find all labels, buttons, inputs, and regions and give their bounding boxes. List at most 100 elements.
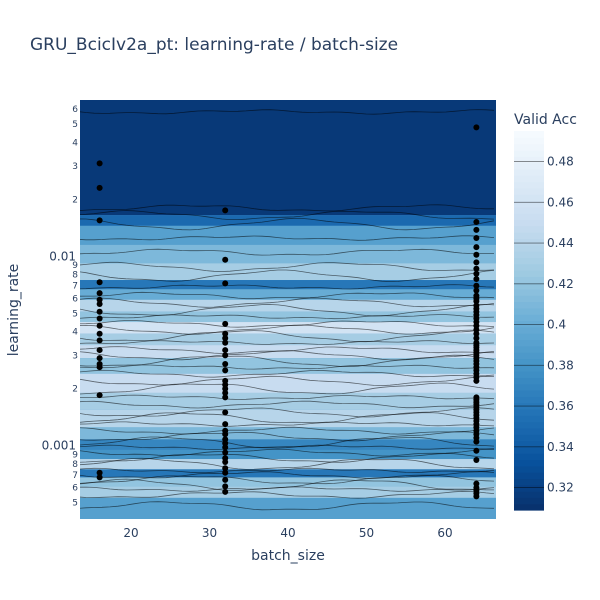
trial-point [473, 282, 480, 289]
trial-point [96, 279, 103, 286]
colorbar-segment [514, 377, 544, 385]
colorbar-segment [514, 200, 544, 208]
colorbar-segment [514, 465, 544, 473]
trial-point [473, 270, 480, 277]
trial-point [222, 449, 229, 456]
y-minor-tick-label: 4 [72, 138, 78, 148]
colorbar-segment [514, 194, 544, 202]
colorbar-segment [514, 434, 544, 442]
colorbar-segment [514, 263, 544, 271]
heatmap-band [80, 322, 496, 334]
y-minor-tick-label: 9 [72, 261, 78, 271]
heatmap-band [80, 100, 496, 216]
contour-line [80, 382, 495, 395]
y-minor-tick-label: 7 [72, 471, 78, 481]
colorbar-segment [514, 371, 544, 378]
trial-point [96, 322, 103, 329]
trial-point [96, 347, 103, 354]
x-tick-label: 40 [280, 526, 295, 540]
contour-line [80, 248, 494, 256]
trial-point [222, 431, 229, 438]
trial-point [473, 493, 480, 500]
trial-point [222, 330, 229, 337]
contour-line [80, 329, 495, 343]
heatmap-band [80, 215, 496, 226]
colorbar-segment [514, 345, 544, 353]
y-minor-tick-label: 4 [72, 328, 78, 338]
colorbar-segment [514, 396, 544, 404]
colorbar-segment [514, 295, 544, 303]
colorbar-segment [514, 491, 544, 498]
colorbar-tick-label: 0.46 [547, 195, 574, 209]
colorbar-tick-label: 0.42 [547, 277, 574, 291]
colorbar-tick-label: 0.36 [547, 399, 574, 413]
trial-point [222, 465, 229, 472]
trial-point [222, 320, 229, 327]
trial-point [473, 251, 480, 258]
trial-point [222, 409, 229, 416]
trial-point [222, 483, 229, 490]
trial-point [222, 459, 229, 466]
contour-line [80, 340, 495, 345]
trial-point [222, 339, 229, 346]
trial-point [96, 469, 103, 476]
trial-point [222, 367, 229, 374]
colorbar-segment [514, 244, 544, 252]
y-minor-tick-label: 7 [72, 282, 78, 292]
colorbar: Valid Acc 0.32 0.34 0.36 0.38 0.4 0.42 0.44 0.4… [514, 112, 577, 511]
colorbar-segment [514, 383, 544, 391]
heatmap-band [80, 486, 496, 498]
colorbar-segment [514, 478, 544, 486]
y-minor-tick-label: 9 [72, 450, 78, 460]
trial-point [473, 447, 480, 454]
x-tick-label: 20 [123, 526, 138, 540]
heatmap-band [80, 345, 496, 359]
colorbar-segment [514, 320, 544, 328]
trial-point [96, 160, 103, 167]
colorbar-segment [514, 282, 544, 290]
trial-point [222, 394, 229, 401]
contour-line [80, 400, 495, 409]
colorbar-segment [514, 364, 544, 372]
contour-line [80, 369, 495, 378]
colorbar-segment [514, 333, 544, 341]
colorbar-segment [514, 131, 544, 138]
y-minor-tick-label: 8 [72, 271, 78, 281]
contour-line [80, 471, 495, 479]
colorbar-segment [514, 276, 544, 284]
x-axis: 20 30 40 50 60 [123, 526, 452, 540]
contour-line [80, 394, 495, 400]
colorbar-tick-label: 0.48 [547, 155, 574, 169]
contour-line [80, 501, 495, 511]
contour-line [80, 314, 495, 320]
colorbar-segment [514, 484, 544, 492]
contour-line [80, 421, 495, 427]
heatmap-band [80, 449, 496, 460]
colorbar-segment [514, 408, 544, 416]
trial-point [222, 361, 229, 368]
trial-point [96, 392, 103, 399]
y-minor-tick-label: 2 [72, 385, 78, 395]
trial-point [473, 218, 480, 225]
contour-line [80, 467, 495, 474]
colorbar-segment [514, 427, 544, 435]
contour-line [80, 291, 495, 300]
colorbar-segment [514, 219, 544, 227]
trial-point [96, 296, 103, 303]
colorbar-segment [514, 206, 544, 214]
colorbar-segment [514, 175, 544, 183]
trial-point [473, 287, 480, 294]
trial-point [222, 469, 229, 476]
contour-line [80, 486, 495, 492]
colorbar-title: Valid Acc [514, 112, 577, 128]
colorbar-segment [514, 503, 544, 511]
y-axis-title: learning_rate [6, 264, 22, 357]
trial-point [473, 330, 480, 337]
x-tick-label: 60 [437, 526, 452, 540]
colorbar-segment [514, 156, 544, 164]
trial-point [222, 347, 229, 354]
trial-point [222, 280, 229, 287]
trial-point [96, 308, 103, 315]
